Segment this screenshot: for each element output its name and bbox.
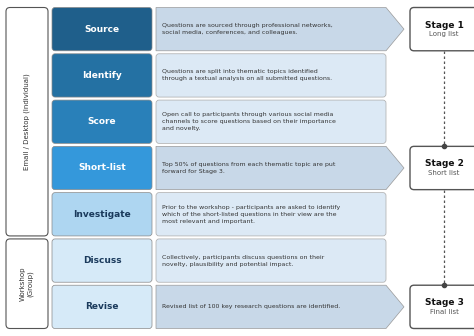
FancyBboxPatch shape [156, 54, 386, 97]
FancyBboxPatch shape [52, 7, 152, 51]
FancyBboxPatch shape [52, 54, 152, 97]
Text: Collectively, participants discuss questions on their
novelty, plausibility and : Collectively, participants discuss quest… [162, 255, 324, 266]
FancyBboxPatch shape [410, 7, 474, 51]
Text: Score: Score [88, 117, 116, 126]
FancyBboxPatch shape [156, 193, 386, 236]
Text: Short list: Short list [428, 170, 460, 176]
Text: Investigate: Investigate [73, 210, 131, 219]
Text: Identify: Identify [82, 71, 122, 80]
Text: Long list: Long list [429, 31, 459, 37]
Text: Stage 1: Stage 1 [425, 20, 464, 30]
FancyBboxPatch shape [52, 285, 152, 329]
FancyBboxPatch shape [410, 285, 474, 329]
Text: Source: Source [84, 25, 119, 34]
Text: Workshop
(Group): Workshop (Group) [20, 266, 34, 301]
Polygon shape [156, 146, 404, 190]
Polygon shape [156, 285, 404, 329]
Text: Open call to participants through various social media
channels to score questio: Open call to participants through variou… [162, 112, 336, 131]
Text: Discuss: Discuss [82, 256, 121, 265]
FancyBboxPatch shape [52, 239, 152, 282]
Text: Prior to the workshop - participants are asked to identify
which of the short-li: Prior to the workshop - participants are… [162, 205, 340, 224]
FancyBboxPatch shape [52, 146, 152, 190]
FancyBboxPatch shape [6, 7, 48, 236]
Text: Short-list: Short-list [78, 164, 126, 172]
FancyBboxPatch shape [52, 193, 152, 236]
Text: Top 50% of questions from each thematic topic are put
forward for Stage 3.: Top 50% of questions from each thematic … [162, 162, 336, 174]
Text: Revised list of 100 key research questions are identified.: Revised list of 100 key research questio… [162, 304, 340, 309]
Text: Revise: Revise [85, 302, 119, 311]
Text: Stage 3: Stage 3 [425, 298, 464, 307]
Text: Email / Desktop (Individual): Email / Desktop (Individual) [24, 73, 30, 170]
Text: Final list: Final list [429, 309, 458, 315]
FancyBboxPatch shape [156, 100, 386, 143]
Polygon shape [156, 7, 404, 51]
Text: Questions are sourced through professional networks,
social media, conferences, : Questions are sourced through profession… [162, 23, 333, 35]
Text: Stage 2: Stage 2 [425, 160, 464, 168]
FancyBboxPatch shape [410, 146, 474, 190]
FancyBboxPatch shape [6, 239, 48, 329]
FancyBboxPatch shape [156, 239, 386, 282]
FancyBboxPatch shape [52, 100, 152, 143]
Text: Questions are split into thematic topics identified
through a textual analysis o: Questions are split into thematic topics… [162, 70, 332, 81]
